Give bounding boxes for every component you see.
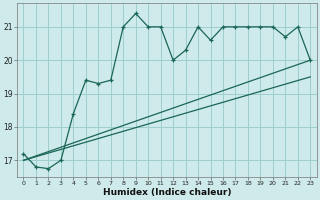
X-axis label: Humidex (Indice chaleur): Humidex (Indice chaleur) [103, 188, 231, 197]
